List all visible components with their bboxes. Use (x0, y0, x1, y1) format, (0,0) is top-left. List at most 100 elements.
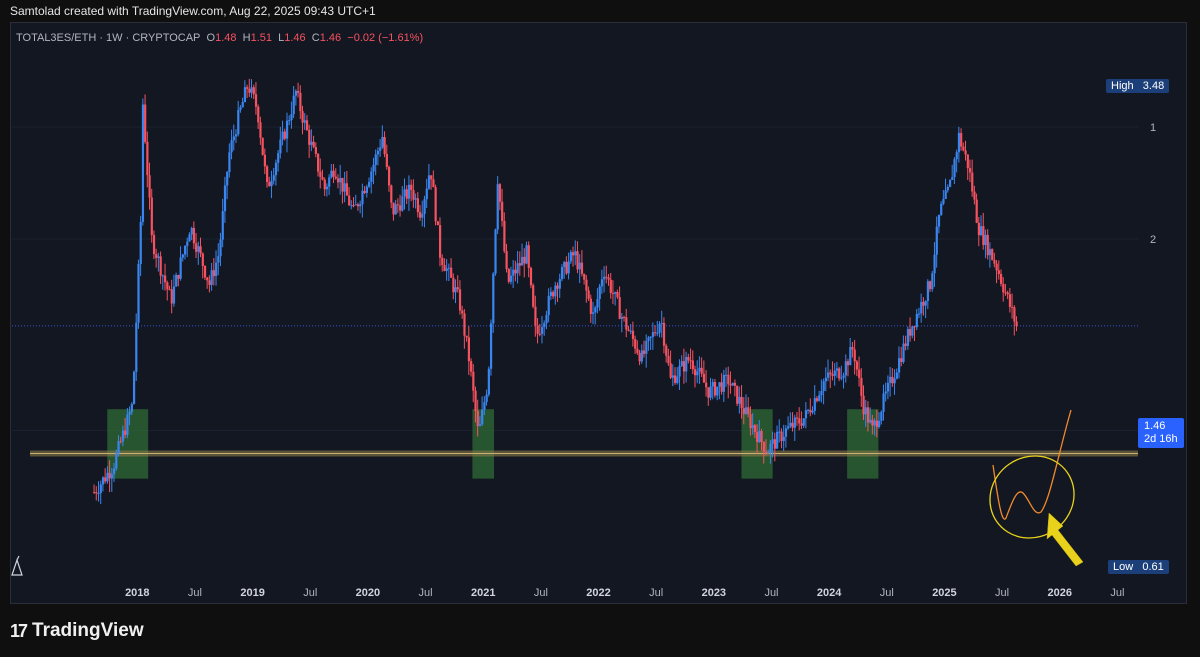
candle-body (303, 120, 306, 123)
candle-body (401, 196, 404, 211)
candle-body (390, 185, 393, 203)
candle-body (527, 245, 530, 268)
candle-body (263, 154, 267, 167)
candle-body (598, 286, 601, 300)
candle-body (352, 205, 355, 207)
time-tick-label: Jul (419, 587, 433, 599)
candle-body (345, 183, 349, 196)
candle-body (177, 274, 180, 279)
candle-body (321, 176, 324, 180)
candle-body (667, 355, 670, 364)
candle-body (993, 259, 996, 264)
candle-body (822, 381, 825, 392)
candle-body (445, 268, 448, 271)
candle-body (960, 132, 963, 147)
candle-body (884, 391, 887, 394)
candle-body (452, 277, 455, 293)
candle-body (474, 390, 477, 412)
candle-body (634, 339, 637, 349)
candle-body (141, 104, 145, 222)
candle-body (144, 104, 147, 142)
candle-body (438, 225, 442, 258)
candle-body (869, 419, 872, 423)
candle-body (807, 409, 810, 411)
candle-body (266, 166, 269, 183)
candle-body (656, 332, 659, 334)
candle-body (591, 312, 595, 314)
candle-body (933, 254, 936, 274)
candle-body (669, 363, 672, 378)
candle-body (450, 267, 453, 278)
candle-body (729, 384, 732, 386)
candle-body (716, 386, 719, 396)
candle-body (809, 409, 812, 413)
candle-body (188, 234, 191, 242)
candle-body (589, 298, 592, 314)
candle-body (971, 172, 974, 192)
candle-body (487, 368, 490, 395)
candle-body (257, 106, 260, 123)
candle-body (999, 273, 1003, 284)
candle-body (627, 329, 630, 331)
candle-body (540, 327, 544, 334)
close-label: C (311, 32, 320, 44)
candle-body (234, 134, 238, 137)
candle-body (432, 179, 435, 188)
candle-body (926, 281, 930, 302)
candle-body (279, 139, 282, 154)
candle-body (640, 350, 643, 362)
candle-body (501, 201, 504, 221)
candle-body (292, 95, 295, 115)
candle-body (168, 289, 171, 291)
candle-body (791, 422, 794, 428)
candle-body (443, 265, 446, 271)
candle-body (955, 152, 958, 160)
candle-body (855, 361, 859, 370)
candle-body (206, 277, 209, 281)
candle-body (288, 120, 291, 122)
candle-body (412, 190, 415, 200)
candle-body (179, 257, 182, 279)
candle-body (226, 172, 229, 186)
time-tick-label: 2025 (932, 587, 956, 599)
candle-body (516, 263, 519, 274)
candle-body (871, 419, 874, 426)
low-tag-label: Low (1113, 561, 1134, 573)
candle-body (195, 243, 198, 252)
candle-body (203, 266, 207, 278)
candle-body (407, 184, 411, 199)
candle-body (274, 162, 278, 176)
candle-body (685, 356, 688, 372)
candle-body (968, 168, 972, 173)
candle-body (241, 102, 244, 108)
candle-body (935, 226, 938, 255)
candle-body (372, 164, 375, 172)
candle-body (631, 330, 635, 340)
candle-body (891, 376, 894, 384)
candle-body (97, 493, 100, 495)
candle-body (578, 262, 581, 270)
candle-body (425, 188, 428, 200)
candle-body (574, 251, 577, 256)
candle-body (824, 377, 828, 382)
candle-body (334, 176, 337, 179)
candle-body (332, 170, 335, 177)
candle-body (248, 88, 251, 93)
close-value: 1.46 (319, 32, 342, 44)
candle-body (294, 91, 298, 96)
candle-body (780, 431, 783, 442)
candle-body (758, 430, 761, 442)
candle-body (405, 189, 408, 199)
candle-body (583, 273, 586, 280)
chart-credit: Samtolad created with TradingView.com, A… (10, 4, 376, 18)
candle-body (217, 256, 220, 263)
candle-body (625, 317, 628, 330)
candle-body (560, 267, 564, 280)
candle-body (982, 226, 985, 246)
candle-body (711, 382, 714, 387)
candle-body (458, 289, 462, 311)
candle-body (718, 382, 721, 387)
price-tick-label: 1 (1150, 122, 1156, 134)
candle-body (951, 177, 954, 181)
